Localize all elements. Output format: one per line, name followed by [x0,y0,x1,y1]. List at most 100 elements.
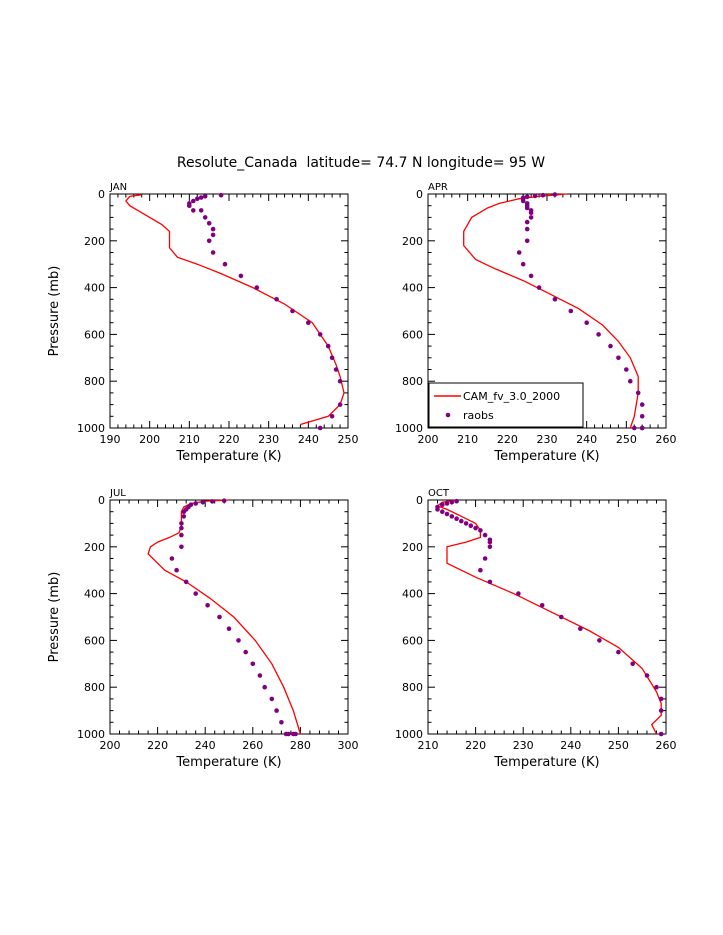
obs-point [191,208,196,213]
plot-frame [109,193,349,429]
x-tick-label: 210 [179,433,200,446]
obs-point [487,544,493,550]
x-tick-label: 260 [242,739,263,752]
obs-point [520,198,526,204]
plot-frame [427,499,667,735]
panel-jan: 190 200 210 220 230 240 250 0 200 400 600 800 1000 JA… [47,182,359,464]
legend-obs-label: raobs [463,409,494,422]
y-tick-label: 600 [402,328,423,341]
obs-point [568,308,574,314]
obs-point [559,614,564,620]
obs-point [187,203,192,208]
x-tick-label: 250 [616,433,637,446]
obs-point [210,232,216,238]
panel-oct: 210 220 230 240 250 260 0 200 400 600 800 1000 OCT Te… [395,488,677,770]
x-tick-label: 230 [513,739,534,752]
model-line [463,193,639,429]
model-line [436,499,662,735]
obs-point [218,192,224,198]
y-tick-label: 800 [84,375,105,388]
obs-point [169,556,175,561]
y-tick-label: 200 [84,541,105,554]
y-tick-label: 400 [84,588,105,601]
obs-point [478,528,483,533]
obs-point [616,355,621,361]
obs-point [552,192,558,197]
obs-point [654,684,659,690]
obs-point [221,498,227,504]
obs-point [274,708,279,713]
obs-point [473,525,478,531]
obs-point [482,532,488,538]
obs-point [454,498,459,504]
y-tick-label: 1000 [395,422,423,435]
obs-point [306,320,311,326]
obs-point [487,539,493,545]
obs-point [210,499,215,504]
x-tick-label: 190 [100,433,121,446]
obs-point [658,708,664,713]
y-tick-label: 400 [402,588,423,601]
obs-point [286,731,291,737]
obs-point [524,194,530,200]
obs-point [524,205,530,211]
obs-point [540,192,546,198]
y-tick-label: 0 [98,188,105,201]
x-tick-label: 260 [656,739,677,752]
obs-point [329,414,335,419]
obs-point [325,343,331,349]
obs-point [487,579,493,585]
obs-point [536,285,542,290]
obs-point [193,501,198,506]
x-tick-label: 200 [139,433,160,446]
obs-point [597,638,602,643]
obs-point [639,402,645,407]
obs-point [329,355,335,361]
obs-point [198,208,204,213]
y-tick-label: 600 [84,328,105,341]
obs-point [482,556,488,561]
obs-point [183,579,189,585]
obs-point [644,673,650,678]
x-axis-label: Temperature (K) [493,449,599,464]
obs-point [444,511,450,517]
y-tick-label: 200 [402,235,423,248]
figure-title: Resolute_Canada latitude= 74.7 N longitu… [177,155,545,171]
panel-jul: 200 220 240 260 280 300 0 200 400 600 800 1000 JUL Te… [47,488,359,770]
obs-point [206,238,212,244]
obs-point [459,518,464,524]
y-tick-label: 1000 [77,728,105,741]
y-tick-label: 400 [402,282,423,295]
x-tick-label: 250 [338,433,359,446]
panel-title: APR [428,182,448,193]
obs-point [337,378,343,384]
obs-point [532,193,538,199]
obs-point [635,390,641,396]
obs-point [179,532,184,538]
y-tick-label: 0 [416,494,423,507]
obs-point [552,297,558,302]
obs-point [226,626,232,631]
obs-point [238,273,244,279]
x-tick-label: 220 [219,433,240,446]
y-tick-label: 600 [84,634,105,647]
legend-box [428,382,584,428]
x-tick-label: 240 [298,433,319,446]
obs-point [337,402,343,407]
obs-point [578,626,583,631]
obs-point [179,525,184,531]
y-tick-label: 1000 [77,422,105,435]
x-tick-label: 300 [338,739,359,752]
x-tick-label: 210 [457,433,478,446]
obs-point [210,226,216,232]
obs-point [205,603,210,608]
obs-point [528,215,534,220]
obs-point [516,250,522,255]
obs-point [449,514,455,519]
obs-point [193,591,198,596]
obs-point [198,195,204,200]
obs-point [616,649,621,655]
y-tick-label: 200 [402,541,423,554]
y-tick-label: 800 [402,681,423,694]
